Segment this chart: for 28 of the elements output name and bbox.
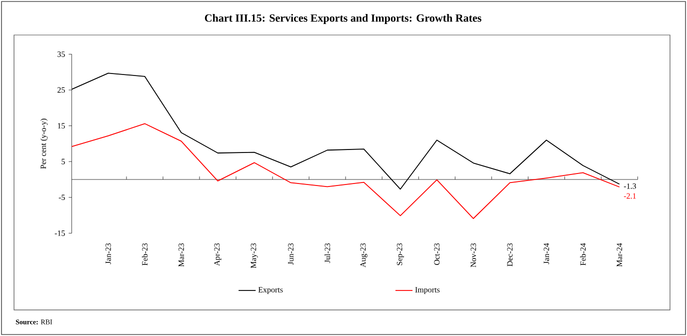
line-series bbox=[72, 123, 620, 219]
legend-label: Exports bbox=[258, 287, 283, 294]
y-tick-label: 35 bbox=[58, 52, 65, 57]
data-label: -1.3 bbox=[624, 183, 636, 189]
y-tick-label: 5 bbox=[62, 158, 65, 164]
x-tick-label: Feb-23 bbox=[142, 243, 148, 266]
x-tick-label: Feb-24 bbox=[580, 243, 586, 266]
x-tick-label: Jan-24 bbox=[544, 243, 550, 264]
x-tick-label: Oct-23 bbox=[434, 243, 440, 265]
chart-title: Chart III.15: Services Exports and Imports: Growth Rates bbox=[204, 14, 482, 24]
x-tick-label: Aug-23 bbox=[360, 243, 368, 268]
x-tick-label: Sep-23 bbox=[396, 243, 404, 266]
x-tick-label: Jun-23 bbox=[288, 243, 294, 265]
x-tick-label: Mar-23 bbox=[178, 243, 184, 267]
data-label: -2.1 bbox=[624, 193, 636, 199]
x-tick-label: Nov-23 bbox=[470, 243, 476, 268]
legend-label: Imports bbox=[415, 287, 440, 294]
y-tick-label: -5 bbox=[58, 194, 65, 200]
y-tick-label: -15 bbox=[54, 230, 65, 236]
y-tick-label: 25 bbox=[58, 87, 65, 93]
x-tick-label: Dec-23 bbox=[507, 243, 513, 266]
x-tick-label: May-23 bbox=[250, 243, 258, 268]
x-tick-label: Jul-23 bbox=[324, 243, 330, 263]
y-tick-label: 15 bbox=[58, 123, 65, 128]
x-tick-label: Jan-23 bbox=[106, 243, 111, 264]
y-axis-title: Per cent (y-o-y) bbox=[40, 118, 48, 169]
x-tick-label: Apr-23 bbox=[214, 243, 222, 266]
x-tick-label: Mar-24 bbox=[616, 243, 622, 267]
